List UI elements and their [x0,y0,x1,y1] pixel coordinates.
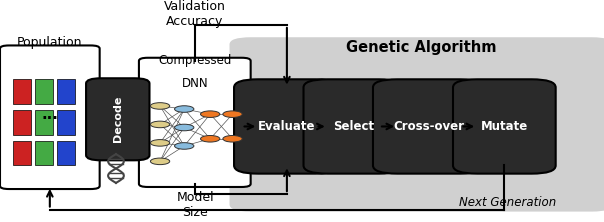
Circle shape [201,135,220,142]
FancyBboxPatch shape [303,79,403,174]
Circle shape [150,103,170,109]
Circle shape [201,111,220,117]
Circle shape [223,135,242,142]
Text: Compressed: Compressed [158,54,232,67]
Bar [35,141,53,165]
Text: Population: Population [17,36,82,49]
FancyBboxPatch shape [453,79,556,174]
Circle shape [150,140,170,146]
FancyBboxPatch shape [139,58,251,187]
Text: Decode: Decode [113,96,123,143]
Bar [57,79,75,104]
Circle shape [175,106,194,112]
FancyBboxPatch shape [234,79,339,174]
Bar [57,110,75,135]
Circle shape [150,158,170,165]
FancyBboxPatch shape [0,46,100,189]
Bar [13,79,31,104]
Bar [35,79,53,104]
Circle shape [150,121,170,128]
Circle shape [223,111,242,117]
Circle shape [175,143,194,149]
Text: Next Generation: Next Generation [458,196,556,209]
Text: Select: Select [333,120,374,133]
Text: ...: ... [42,107,59,122]
FancyBboxPatch shape [373,79,484,174]
Circle shape [175,124,194,131]
Bar [57,141,75,165]
Bar [35,110,53,135]
Bar [13,110,31,135]
Text: Cross-over: Cross-over [393,120,464,133]
Text: Mutate: Mutate [481,120,528,133]
Bar [13,141,31,165]
Text: Model
Size: Model Size [176,191,214,219]
FancyBboxPatch shape [230,37,604,212]
FancyBboxPatch shape [86,78,150,160]
Text: Validation
Accuracy: Validation Accuracy [164,0,226,28]
Text: Genetic Algorithm: Genetic Algorithm [346,40,497,55]
Text: DNN: DNN [182,77,208,90]
Text: Evaluate: Evaluate [258,120,316,133]
